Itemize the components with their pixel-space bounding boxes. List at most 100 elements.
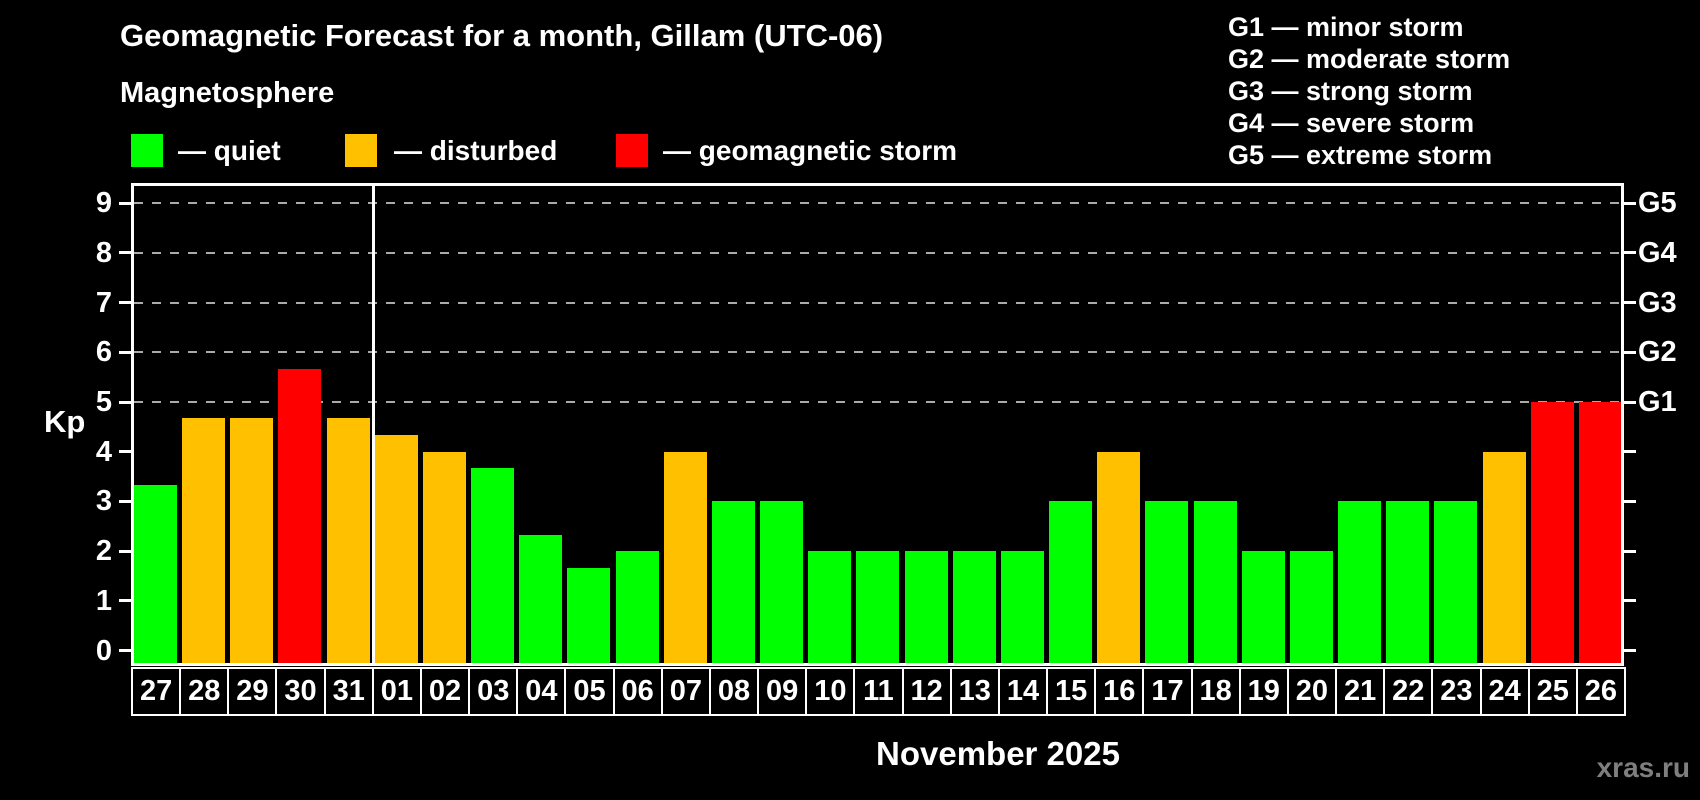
y-tick-left-9 (119, 201, 134, 205)
y-tick-right-0 (1621, 649, 1636, 652)
date-label-26: 26 (1575, 667, 1626, 716)
date-label-04: 04 (516, 667, 567, 716)
bar-09 (760, 501, 804, 664)
bar-21 (1338, 501, 1382, 664)
bar-11 (856, 551, 900, 664)
y-tick-right-6 (1621, 350, 1636, 354)
bar-29 (230, 418, 274, 664)
bar-22 (1386, 501, 1430, 664)
date-label-11: 11 (853, 667, 904, 716)
bar-17 (1145, 501, 1189, 664)
bar-14 (1000, 551, 1044, 664)
date-label-14: 14 (997, 667, 1049, 716)
date-label-23: 23 (1431, 667, 1482, 716)
g-scale-label-G2: G2 (1638, 336, 1677, 369)
bar-07 (663, 451, 707, 664)
y-tick-label-8: 8 (95, 236, 112, 269)
bar-03 (471, 468, 515, 664)
storm-scale-g2: G2 — moderate storm (1228, 44, 1511, 74)
storm-scale-g1: G1 — minor storm (1228, 12, 1464, 42)
plot-frame (131, 183, 1624, 666)
y-tick-left-4 (119, 450, 134, 454)
y-tick-label-9: 9 (95, 187, 112, 220)
y-tick-right-7 (1621, 301, 1636, 305)
y-tick-right-5 (1621, 400, 1636, 404)
y-tick-right-2 (1621, 549, 1636, 553)
storm-scale-legend: G1 — minor storm G2 — moderate storm G3 … (1228, 11, 1510, 171)
date-label-29: 29 (227, 667, 278, 716)
gridline-kp5 (134, 401, 1621, 403)
bar-04 (519, 534, 563, 664)
date-label-18: 18 (1190, 667, 1241, 716)
y-tick-left-1 (119, 599, 134, 603)
date-label-27: 27 (131, 667, 182, 716)
g-scale-label-G5: G5 (1638, 187, 1677, 220)
date-label-20: 20 (1286, 667, 1338, 716)
y-tick-right-9 (1621, 201, 1636, 205)
y-tick-label-5: 5 (95, 386, 112, 418)
date-label-07: 07 (660, 667, 711, 716)
bar-26 (1578, 402, 1622, 664)
date-label-06: 06 (612, 667, 663, 716)
date-label-15: 15 (1046, 667, 1097, 716)
y-tick-label-1: 1 (95, 584, 112, 617)
y-tick-left-0 (119, 649, 134, 652)
date-label-17: 17 (1142, 667, 1193, 716)
date-label-25: 25 (1527, 667, 1578, 716)
bar-25 (1530, 402, 1574, 664)
y-tick-left-2 (119, 549, 134, 553)
date-label-09: 09 (757, 667, 808, 716)
page-title: Geomagnetic Forecast for a month, Gillam… (120, 18, 884, 53)
bar-31 (326, 418, 370, 664)
date-label-28: 28 (179, 667, 230, 716)
y-axis-title: Kp (44, 404, 86, 439)
y-tick-label-2: 2 (95, 535, 112, 568)
date-label-12: 12 (901, 667, 952, 716)
gridline-kp8 (134, 251, 1621, 254)
gridline-kp9 (134, 202, 1621, 205)
storm-scale-g5: G5 — extreme storm (1228, 140, 1493, 170)
legend-label-storm: — geomagnetic storm (663, 135, 958, 166)
bar-12 (904, 551, 948, 664)
date-label-01: 01 (371, 667, 422, 716)
y-tick-right-4 (1621, 450, 1636, 454)
gridline-kp6 (134, 351, 1621, 354)
y-tick-left-3 (119, 499, 134, 503)
legend-swatch-quiet (131, 134, 163, 167)
bar-06 (615, 551, 659, 664)
y-tick-left-6 (119, 350, 134, 354)
y-tick-left-7 (119, 301, 134, 305)
y-tick-left-8 (119, 251, 134, 255)
date-label-13: 13 (949, 667, 1000, 716)
bar-23 (1434, 501, 1478, 664)
date-label-05: 05 (564, 667, 615, 716)
y-tick-label-6: 6 (95, 336, 112, 369)
bar-02 (422, 451, 466, 664)
y-tick-label-4: 4 (95, 435, 112, 468)
bar-20 (1289, 551, 1333, 664)
date-label-19: 19 (1238, 667, 1289, 716)
month-separator-line (371, 186, 375, 664)
y-tick-label-3: 3 (95, 485, 112, 518)
bar-18 (1193, 501, 1237, 664)
gridline-kp7 (134, 301, 1621, 304)
bar-15 (1049, 501, 1093, 664)
legend-label-disturbed: — disturbed (394, 135, 558, 166)
date-label-31: 31 (323, 667, 374, 716)
bar-30 (278, 368, 322, 664)
g-scale-label-G1: G1 (1638, 386, 1677, 418)
date-label-02: 02 (419, 667, 471, 716)
storm-scale-g3: G3 — strong storm (1228, 76, 1473, 106)
y-tick-left-5 (119, 400, 134, 404)
y-tick-right-8 (1621, 251, 1636, 255)
date-label-24: 24 (1479, 667, 1530, 716)
legend-swatch-disturbed (345, 134, 377, 167)
bar-24 (1482, 451, 1526, 664)
date-label-22: 22 (1383, 667, 1434, 716)
y-tick-label-0: 0 (95, 634, 112, 667)
bar-28 (182, 418, 226, 664)
y-tick-right-1 (1621, 599, 1636, 603)
bar-08 (711, 501, 755, 664)
